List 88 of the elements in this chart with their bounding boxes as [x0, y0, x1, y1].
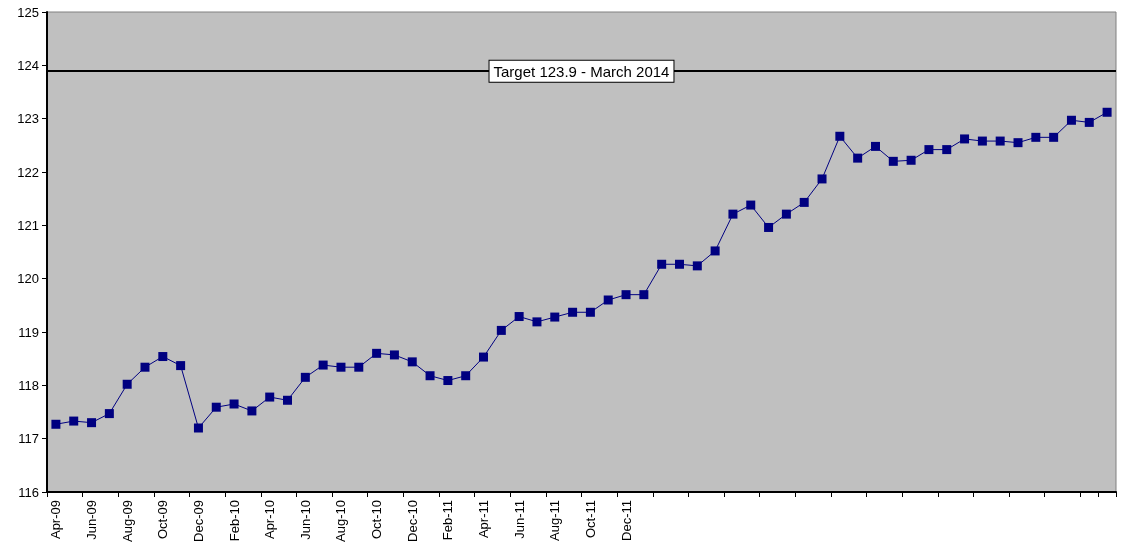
point: [354, 362, 364, 372]
x-tick-label: Aug-11: [547, 500, 563, 541]
point: [1066, 115, 1076, 125]
x-tick-label: Apr-10: [262, 500, 278, 540]
point: [639, 290, 649, 300]
y-tick-label: 123: [17, 111, 39, 127]
point: [853, 153, 863, 163]
x-tick-label: Oct-09: [155, 500, 171, 540]
x-tick-label: Apr-09: [48, 500, 64, 540]
point: [817, 174, 827, 184]
point: [461, 371, 471, 381]
point: [104, 409, 114, 419]
y-tick-label: 118: [18, 377, 39, 393]
point: [781, 209, 791, 219]
point: [51, 419, 61, 429]
point: [300, 372, 310, 382]
x-tick-label: Dec-10: [404, 500, 420, 542]
point: [995, 136, 1005, 146]
point: [568, 307, 578, 317]
x-tick-label: Feb-10: [226, 500, 242, 542]
point: [870, 141, 880, 151]
point: [550, 312, 560, 322]
point: [443, 376, 453, 386]
point: [372, 348, 382, 358]
point: [336, 362, 346, 372]
point: [1031, 132, 1041, 142]
x-tick-label: Jun-09: [84, 500, 100, 540]
point: [764, 222, 774, 232]
point: [479, 352, 489, 362]
point: [621, 290, 631, 300]
point: [1084, 117, 1094, 127]
x-tick-label: Oct-11: [582, 500, 598, 539]
point: [87, 418, 97, 428]
point: [140, 362, 150, 372]
point: [514, 312, 524, 322]
point: [835, 131, 845, 141]
point: [318, 360, 328, 370]
point: [69, 416, 79, 426]
x-tick-label: Feb-11: [440, 500, 456, 541]
point: [906, 155, 916, 165]
ref-line-label: Target 123.9 - March 2014: [493, 62, 670, 80]
y-tick-label: 124: [17, 57, 39, 73]
x-tick-label: Dec-11: [618, 500, 634, 541]
point: [799, 197, 809, 207]
y-tick-label: 125: [17, 4, 39, 20]
point: [247, 406, 257, 416]
point: [122, 379, 132, 389]
point: [1102, 107, 1112, 117]
point: [193, 423, 203, 433]
x-tick-label: Dec-09: [190, 500, 206, 542]
point: [532, 317, 542, 327]
point: [888, 156, 898, 166]
point: [407, 357, 417, 367]
point: [603, 295, 613, 305]
point: [1013, 138, 1023, 148]
y-tick-label: 122: [17, 164, 39, 180]
point: [674, 259, 684, 269]
point: [710, 246, 720, 256]
y-tick-label: 119: [18, 324, 39, 340]
point: [657, 259, 667, 269]
point: [692, 261, 702, 271]
x-tick-label: Aug-09: [119, 500, 135, 542]
x-tick-label: Oct-10: [369, 500, 385, 540]
y-tick-label: 120: [17, 271, 39, 287]
x-tick-label: Jun-10: [297, 500, 313, 540]
point: [960, 134, 970, 144]
point: [585, 307, 595, 317]
x-tick-label: Aug-10: [333, 500, 349, 542]
x-tick-label: Jun-11: [511, 500, 527, 539]
point: [158, 352, 168, 362]
point: [211, 402, 221, 412]
point: [977, 136, 987, 146]
y-tick-label: 117: [18, 431, 39, 447]
point: [389, 350, 399, 360]
point: [425, 371, 435, 381]
point: [229, 399, 239, 409]
point: [265, 392, 275, 402]
point: [1049, 132, 1059, 142]
point: [728, 209, 738, 219]
y-tick-label: 116: [18, 484, 39, 500]
y-tick-label: 121: [17, 217, 39, 233]
point: [176, 361, 186, 371]
point: [283, 395, 293, 405]
point: [496, 325, 506, 335]
x-tick-label: Apr-11: [476, 500, 492, 539]
point: [746, 200, 756, 210]
point: [942, 145, 952, 155]
point: [924, 145, 934, 155]
